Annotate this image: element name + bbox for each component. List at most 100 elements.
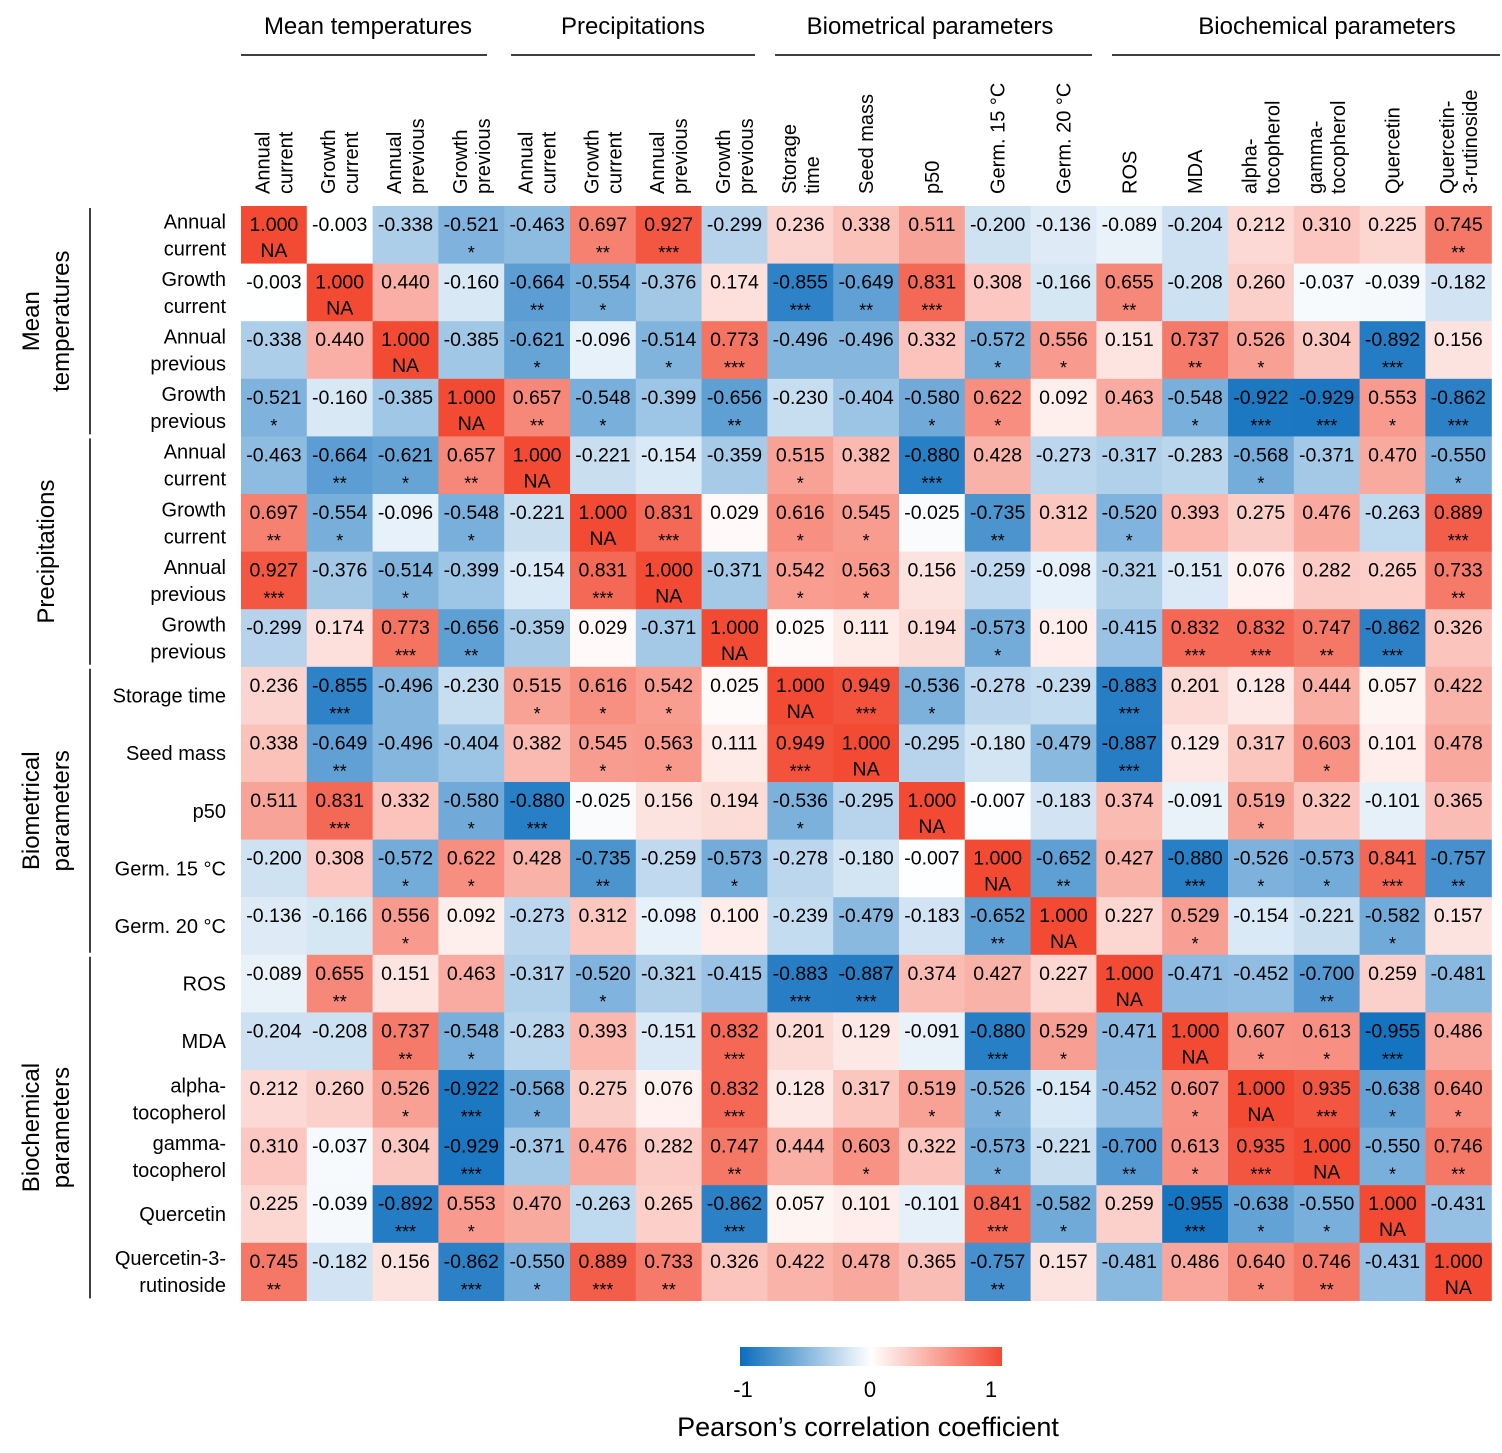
heatmap-cell [1096,609,1163,668]
cell-value: -0.166 [312,905,367,927]
heatmap-cell [372,551,439,610]
cell-value: 0.613 [1171,1136,1220,1158]
row-label: Growth current [162,269,227,318]
cell-value: -0.415 [1102,617,1157,639]
cell-significance: * [468,877,475,897]
cell-value: 0.542 [776,560,825,582]
column-label: MDA [1185,149,1207,194]
cell-value: 0.622 [447,848,496,870]
cell-value: -0.700 [1102,1136,1157,1158]
heatmap-cell [570,263,637,322]
heatmap-cell [438,494,505,553]
cell-value: 0.317 [1236,732,1285,754]
heatmap-cell [964,1127,1032,1186]
cell-value: 0.201 [1171,675,1220,697]
cell-value: -0.649 [838,272,893,294]
cell-value: 0.129 [842,1020,891,1042]
heatmap-cell [306,1127,374,1186]
cell-value: 0.128 [776,1078,825,1100]
cell-significance: * [994,1165,1001,1185]
cell-value: 0.478 [1434,732,1483,754]
column-group-label: Precipitations [561,13,705,40]
cell-value: -0.321 [641,963,696,985]
cell-value: 0.747 [1302,617,1351,639]
cell-value: -0.481 [1431,963,1486,985]
heatmap-cell [964,1070,1032,1129]
heatmap-cell [1030,494,1097,553]
cell-value: 0.260 [315,1078,364,1100]
cell-significance: ** [596,877,610,897]
cell-value: -0.520 [575,963,630,985]
cell-value: -0.548 [444,502,499,524]
heatmap-cell [899,1185,966,1244]
heatmap-cell [1228,1012,1295,1071]
cell-value: 0.236 [249,675,298,697]
cell-significance: *** [658,243,679,263]
cell-value: -0.385 [444,329,499,351]
heatmap-cell [964,782,1032,841]
cell-significance: * [534,1107,541,1127]
heatmap-cell [241,897,308,956]
cell-value: 0.092 [1039,387,1088,409]
cell-value: 0.275 [578,1078,627,1100]
cell-value: -0.550 [509,1251,564,1273]
heatmap-cell [899,954,966,1013]
cell-significance: NA [984,874,1011,896]
cell-significance: * [599,704,606,724]
cell-value: -0.514 [378,560,433,582]
heatmap-cell [306,954,374,1013]
cell-value: 0.463 [447,963,496,985]
heatmap-cell [1425,378,1492,437]
cell-value: 0.463 [1105,387,1154,409]
row-group-label: Precipitations [33,480,60,624]
cell-value: 1.000 [315,272,364,294]
heatmap-cell [372,436,439,495]
cell-value: 0.282 [644,1136,693,1158]
heatmap-cell [1162,897,1229,956]
cell-significance: NA [260,240,287,262]
heatmap-cell [635,551,703,610]
cell-significance: *** [1119,704,1140,724]
heatmap-cell [964,609,1032,668]
cell-value: 0.422 [776,1251,825,1273]
cell-value: -0.089 [246,963,301,985]
cell-significance: * [534,1280,541,1300]
cell-value: -0.892 [1365,329,1420,351]
column-labels: Annualcurrent Growthcurrent Annualprevious… [252,83,1481,194]
cell-value: 0.428 [513,848,562,870]
cell-value: 0.927 [644,214,693,236]
heatmap-cell [241,666,308,725]
heatmap-cell [438,1012,505,1071]
heatmap-cell [241,1185,308,1244]
cell-significance: *** [1119,761,1140,781]
cell-value: -0.573 [970,617,1025,639]
heatmap-cell [964,378,1032,437]
cell-value: 0.556 [1039,329,1088,351]
heatmap-cell [570,494,637,553]
cell-value: 0.526 [381,1078,430,1100]
heatmap-cell [504,263,571,322]
row-label: Growth previous [150,615,226,664]
heatmap-cell [1096,494,1163,553]
row-label: Germ. 20 °C [115,916,226,938]
cell-significance: *** [1382,646,1403,666]
heatmap-cell [570,609,637,668]
heatmap-cell [964,263,1032,322]
heatmap-cell [1293,666,1361,725]
heatmap-cell [701,494,768,553]
heatmap-cell [899,609,966,668]
heatmap-cell [1162,1127,1229,1186]
cell-value: -0.007 [970,790,1025,812]
cell-value: -0.536 [904,675,959,697]
heatmap-cell [1096,1070,1163,1129]
cell-significance: ** [530,301,544,321]
cell-value: -0.463 [509,214,564,236]
heatmap-cell [241,782,308,841]
row-label: Quercetin-3-rutinoside [115,1248,226,1297]
row-label: Annual previous [150,327,226,376]
cell-significance: ** [1320,1280,1334,1300]
heatmap-cell [241,321,308,380]
cell-value: 0.831 [578,560,627,582]
cell-value: 0.545 [842,502,891,524]
heatmap-cell [833,1127,900,1186]
